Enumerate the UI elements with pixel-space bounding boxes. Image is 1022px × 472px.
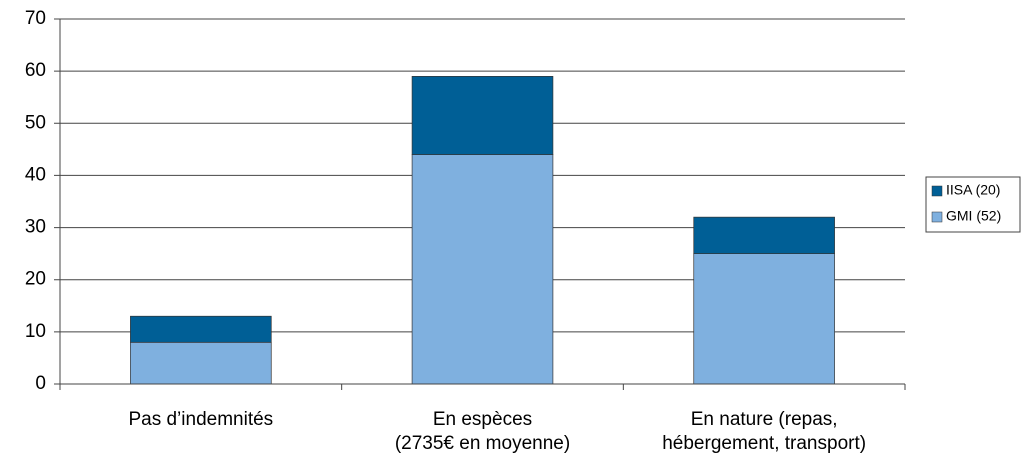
bar-segment [411,154,554,385]
bar-segment [411,76,554,155]
y-tick-label: 0 [35,373,46,394]
y-tick-label: 20 [25,269,46,290]
x-tick-label: En nature (repas, hébergement, transport) [662,409,866,454]
legend-swatch [931,185,943,197]
bar-segment [693,216,835,254]
legend-swatch [931,211,943,223]
x-tick-label: En espèces (2735€ en moyenne) [395,409,570,454]
legend-box [925,176,1021,233]
y-tick-label: 50 [25,112,46,133]
y-tick-label: 40 [25,164,46,185]
legend-label: IISA (20) [946,182,1000,198]
bar-segment [130,315,272,343]
y-tick-label: 30 [25,217,46,238]
legend-label: GMI (52) [946,208,1001,224]
bar-segment [693,253,835,385]
legend: IISA (20) GMI (52) [925,176,1021,233]
y-tick-label: 60 [25,60,46,81]
y-tick-label: 10 [25,321,46,342]
bar-segment [130,341,272,385]
y-tick-label: 70 [25,8,46,29]
x-tick-label: Pas d’indemnités [128,409,273,430]
